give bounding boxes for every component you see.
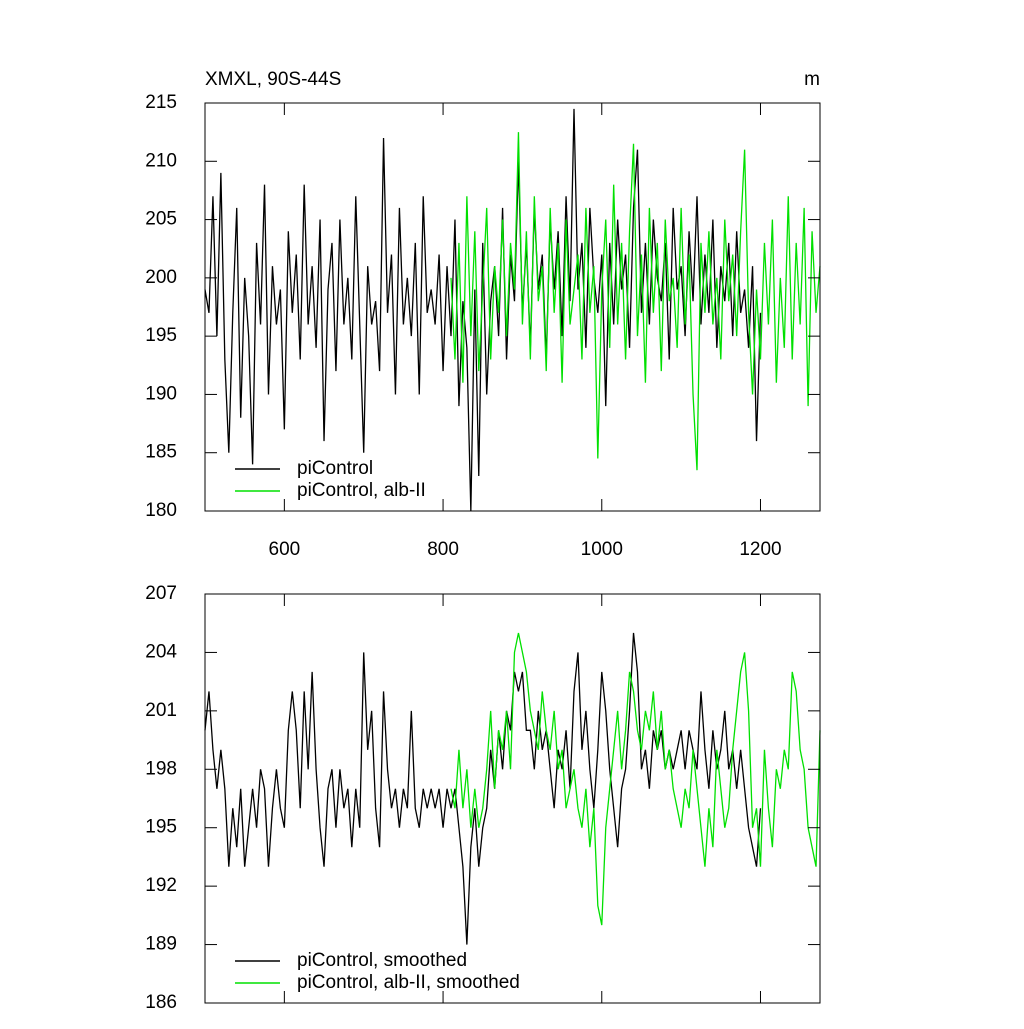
data-line xyxy=(450,132,821,471)
data-line xyxy=(204,632,762,945)
y-tick-label: 189 xyxy=(145,934,177,955)
legend-label: piControl xyxy=(297,458,373,479)
y-tick-label: 190 xyxy=(145,383,177,404)
legend-label: piControl, alb-II xyxy=(297,480,426,501)
y-tick-label: 204 xyxy=(145,641,177,662)
legend-label: piControl, alb-II, smoothed xyxy=(297,972,520,993)
x-tick-label: 800 xyxy=(427,539,459,560)
data-line xyxy=(204,108,762,512)
y-tick-label: 186 xyxy=(145,992,177,1013)
y-tick-label: 180 xyxy=(145,500,177,521)
legend-label: piControl, smoothed xyxy=(297,950,467,971)
plot-frame xyxy=(204,593,821,1004)
x-tick-label: 1200 xyxy=(739,539,781,560)
chart-title: XMXL, 90S-44S xyxy=(205,69,341,90)
y-tick-label: 198 xyxy=(145,758,177,779)
y-tick-label: 195 xyxy=(145,817,177,838)
y-tick-label: 215 xyxy=(145,92,177,113)
y-tick-label: 210 xyxy=(145,150,177,171)
y-tick-label: 185 xyxy=(145,442,177,463)
plot-frame xyxy=(204,102,821,512)
x-tick-label: 1000 xyxy=(581,539,623,560)
y-tick-label: 200 xyxy=(145,267,177,288)
y-tick-label: 195 xyxy=(145,325,177,346)
units-label: m xyxy=(804,69,820,90)
y-tick-label: 201 xyxy=(145,700,177,721)
x-tick-label: 600 xyxy=(269,539,301,560)
data-line xyxy=(450,632,821,926)
y-tick-label: 205 xyxy=(145,209,177,230)
y-tick-label: 207 xyxy=(145,583,177,604)
y-tick-label: 192 xyxy=(145,875,177,896)
